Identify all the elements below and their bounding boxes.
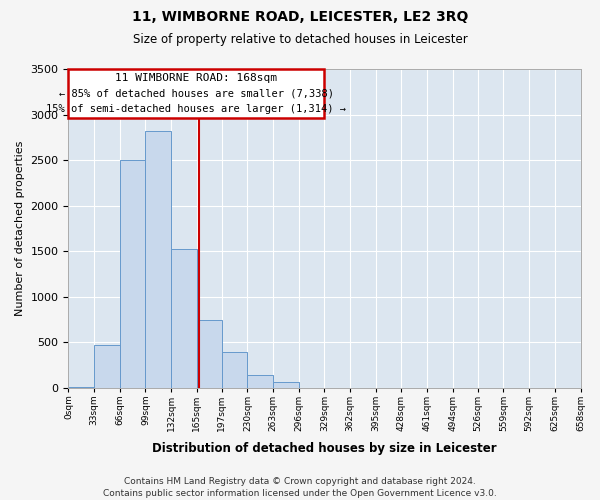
Bar: [197, 320, 222, 388]
Bar: [222, 352, 247, 388]
X-axis label: Distribution of detached houses by size in Leicester: Distribution of detached houses by size …: [152, 442, 497, 455]
Text: 11 WIMBORNE ROAD: 168sqm: 11 WIMBORNE ROAD: 168sqm: [115, 73, 277, 83]
Bar: [94, 345, 120, 388]
Text: Contains public sector information licensed under the Open Government Licence v3: Contains public sector information licen…: [103, 490, 497, 498]
Text: 11, WIMBORNE ROAD, LEICESTER, LE2 3RQ: 11, WIMBORNE ROAD, LEICESTER, LE2 3RQ: [132, 10, 468, 24]
Y-axis label: Number of detached properties: Number of detached properties: [15, 140, 25, 316]
Bar: [171, 249, 197, 388]
Bar: [145, 131, 171, 388]
Text: Size of property relative to detached houses in Leicester: Size of property relative to detached ho…: [133, 32, 467, 46]
Text: 15% of semi-detached houses are larger (1,314) →: 15% of semi-detached houses are larger (…: [46, 104, 346, 115]
Text: ← 85% of detached houses are smaller (7,338): ← 85% of detached houses are smaller (7,…: [59, 88, 334, 99]
Bar: [120, 160, 145, 388]
Bar: [247, 375, 273, 388]
Text: Contains HM Land Registry data © Crown copyright and database right 2024.: Contains HM Land Registry data © Crown c…: [124, 476, 476, 486]
Bar: [273, 382, 299, 388]
